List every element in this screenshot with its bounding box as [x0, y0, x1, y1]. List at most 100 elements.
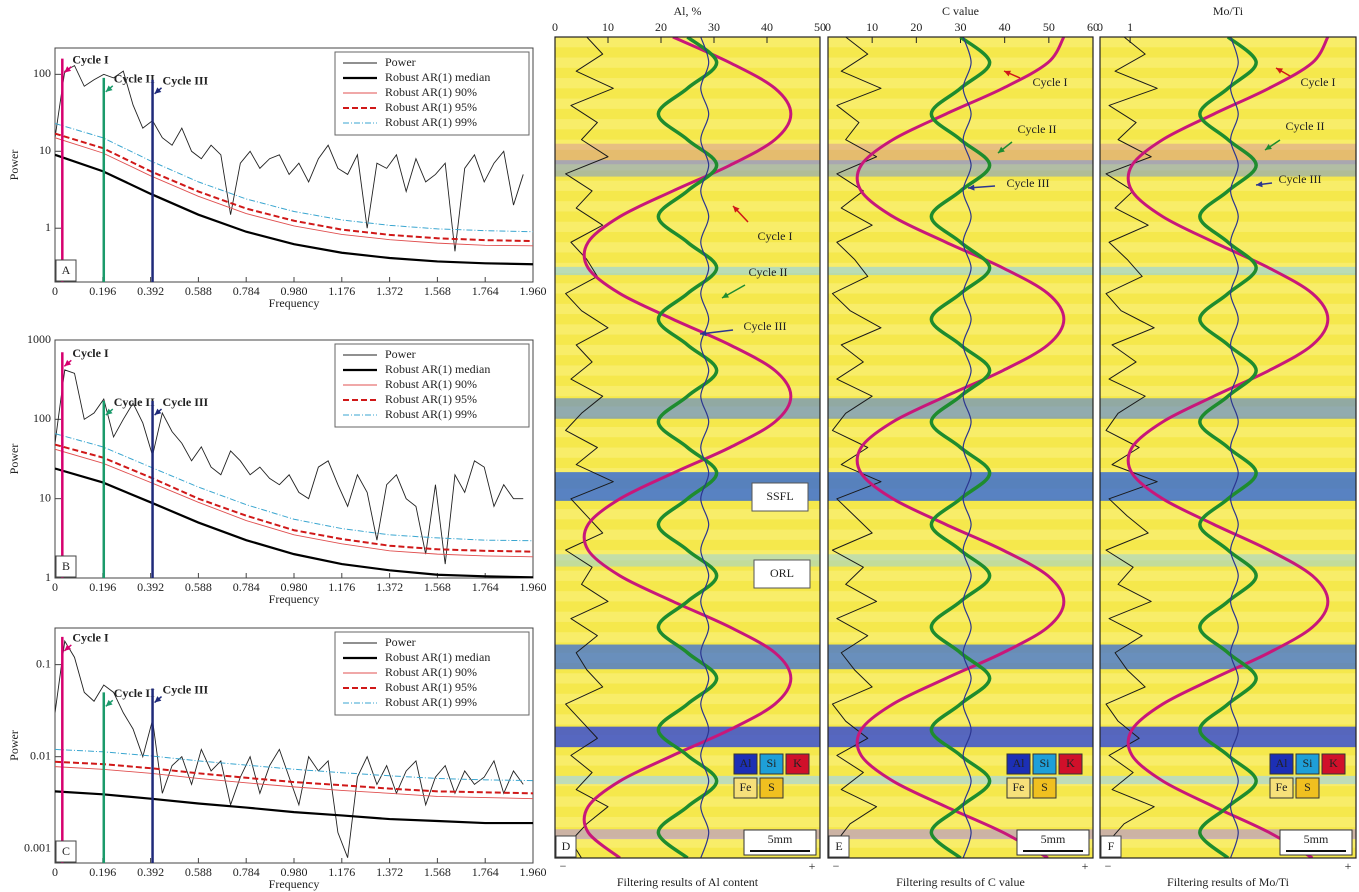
- arrow-head: [64, 359, 72, 367]
- core-band: [1100, 160, 1356, 177]
- cycle-label: Cycle III: [163, 682, 209, 696]
- element-swatch: [785, 753, 810, 775]
- series-line: [55, 467, 533, 578]
- core-band: [828, 644, 1093, 670]
- element-swatch: [1006, 777, 1031, 799]
- element-label: K: [1066, 756, 1075, 770]
- core-texture: [1100, 447, 1356, 458]
- core-texture: [555, 632, 820, 643]
- core-texture: [1100, 221, 1356, 232]
- x-tick-label: 1.372: [376, 865, 403, 879]
- core-texture: [555, 796, 820, 807]
- core-texture: [555, 201, 820, 212]
- zone-box: [751, 482, 809, 512]
- plot-frame: [554, 36, 821, 859]
- element-label: Al: [1013, 756, 1026, 770]
- core-band: [1100, 775, 1356, 785]
- core-band: [828, 398, 1093, 419]
- core-band: [1100, 554, 1356, 567]
- x-axis-label: Filtering results of Al content: [617, 875, 759, 889]
- core-texture: [828, 570, 1093, 581]
- core-band: [828, 829, 1093, 840]
- x-tick-label: 30: [708, 20, 720, 34]
- annotation: Cycle III: [1007, 176, 1050, 190]
- x-tick-label: 20: [910, 20, 922, 34]
- core-texture: [555, 611, 820, 622]
- series-line: [855, 37, 1066, 858]
- panel-letter-bg: [55, 555, 77, 578]
- core-texture: [828, 509, 1093, 520]
- arrow-head: [700, 330, 707, 337]
- x-axis-label: Frequency: [269, 877, 320, 891]
- cycle-label: Cycle I: [72, 631, 109, 645]
- arrow-head: [64, 644, 72, 651]
- core-band: [1100, 398, 1356, 419]
- series-line: [700, 37, 710, 858]
- x-tick-label: 1.960: [520, 865, 547, 879]
- core-band: [1100, 829, 1356, 840]
- x-tick-label: 1.568: [424, 580, 451, 594]
- legend-box: [334, 343, 530, 428]
- cycle-label: Cycle II: [114, 72, 155, 86]
- scale-bar-label: 5mm: [1041, 832, 1066, 846]
- series-line: [55, 448, 533, 558]
- core-texture: [828, 591, 1093, 602]
- core-texture: [1100, 816, 1356, 828]
- core-band: [828, 775, 1093, 785]
- series-line: [962, 37, 972, 858]
- arrow-head: [154, 87, 162, 94]
- x-tick-label: 0.588: [185, 284, 212, 298]
- core-texture: [828, 180, 1093, 191]
- legend-label: Robust AR(1) 95%: [385, 100, 477, 114]
- core-texture: [828, 611, 1093, 622]
- core-texture: [1100, 509, 1356, 520]
- core-texture: [828, 221, 1093, 232]
- x-tick-label: 0: [52, 580, 58, 594]
- series-line: [55, 433, 533, 542]
- core-band: [1100, 726, 1356, 748]
- element-swatch: [759, 753, 784, 775]
- core-texture: [828, 714, 1093, 725]
- plot-frame: [827, 36, 1094, 859]
- core-band: [828, 554, 1093, 567]
- legend-label: Robust AR(1) 95%: [385, 392, 477, 406]
- legend-label: Robust AR(1) 90%: [385, 665, 477, 679]
- core-band: [555, 266, 820, 276]
- y-tick-label: 10: [39, 490, 51, 504]
- axis-title: C value: [942, 4, 979, 18]
- x-axis-label: Filtering results of Mo/Ti: [1167, 875, 1290, 889]
- element-swatch: [1269, 777, 1294, 799]
- x-tick-label: 10: [866, 20, 878, 34]
- core-texture: [828, 837, 1093, 848]
- core-texture: [828, 816, 1093, 828]
- x-tick-label: 1.960: [520, 580, 547, 594]
- series-line: [55, 639, 524, 858]
- annotation: Cycle I: [1301, 75, 1336, 89]
- annotation: Cycle II: [749, 265, 788, 279]
- element-swatch: [1295, 753, 1320, 775]
- core-texture: [1100, 283, 1356, 294]
- element-label: Si: [1302, 756, 1313, 770]
- core-texture: [828, 426, 1093, 438]
- x2-tick-label: +: [809, 859, 816, 873]
- core-texture: [555, 57, 820, 68]
- x-tick-label: 1: [1127, 20, 1133, 34]
- core-texture: [555, 78, 820, 89]
- panel-letter-bg: [1100, 835, 1122, 858]
- x2-tick-label: +: [1082, 859, 1089, 873]
- series-line: [55, 137, 533, 247]
- core-texture: [555, 365, 820, 376]
- series-line: [831, 37, 882, 858]
- element-swatch: [1006, 753, 1031, 775]
- panel-letter: E: [835, 839, 842, 853]
- core-texture: [828, 201, 1093, 212]
- core-texture: [1100, 570, 1356, 581]
- core-texture: [1100, 796, 1356, 807]
- arrow-head: [1276, 68, 1283, 74]
- x-tick-label: 0.196: [89, 284, 116, 298]
- arrow-head: [968, 184, 975, 191]
- element-label: S: [768, 780, 775, 794]
- series-line: [55, 760, 533, 795]
- core-band: [555, 143, 820, 165]
- core-texture: [828, 529, 1093, 540]
